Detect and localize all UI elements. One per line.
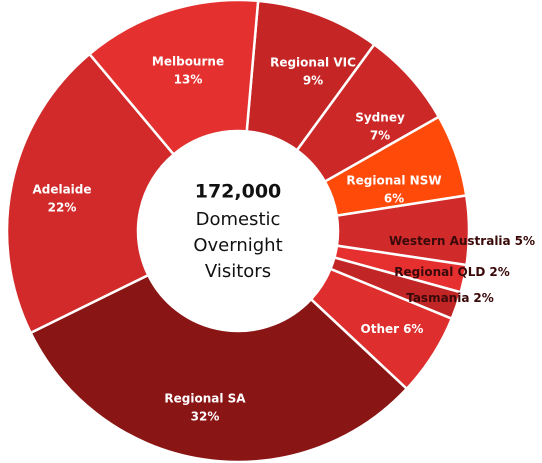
center-text: Overnight <box>193 235 282 256</box>
category-label: Adelaide <box>32 183 91 197</box>
center-text: Visitors <box>205 261 271 282</box>
category-label: Regional NSW <box>346 174 441 188</box>
category-label: Other <box>361 322 400 336</box>
category-label: Tasmania <box>406 291 469 305</box>
center-value: 172,000 <box>195 181 282 203</box>
slice-label: Tasmania 2% <box>406 291 494 305</box>
category-label: Melbourne <box>152 55 224 69</box>
donut-slice <box>28 273 409 463</box>
slice-label: Western Australia 5% <box>389 234 535 248</box>
donut-slice <box>87 0 260 157</box>
category-label: Regional SA <box>164 392 246 406</box>
category-label: Sydney <box>355 111 405 125</box>
value-label: 5% <box>515 234 535 248</box>
category-label: Regional VIC <box>270 56 356 70</box>
value-label: 13% <box>174 73 203 87</box>
value-label: 6% <box>384 192 404 206</box>
value-label: 2% <box>473 291 493 305</box>
category-label: Regional QLD <box>394 265 485 279</box>
slice-label: Other 6% <box>361 322 424 336</box>
value-label: 22% <box>48 201 77 215</box>
slice-label: Regional QLD 2% <box>394 265 509 279</box>
value-label: 6% <box>403 322 423 336</box>
slices <box>5 0 471 463</box>
category-label: Western Australia <box>389 234 511 248</box>
value-label: 2% <box>489 265 509 279</box>
donut-slice <box>5 52 176 335</box>
value-label: 32% <box>191 410 220 424</box>
center-text: Domestic <box>196 209 281 230</box>
value-label: 9% <box>303 74 323 88</box>
value-label: 7% <box>370 129 390 143</box>
